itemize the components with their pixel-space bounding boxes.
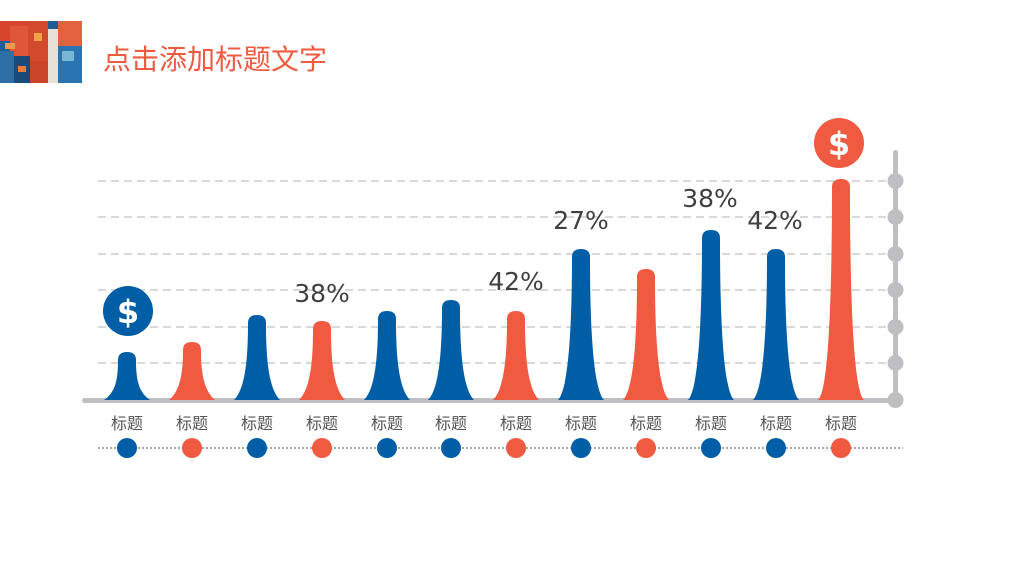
data-label: 42%: [488, 267, 544, 296]
category-label: 标题: [305, 414, 338, 433]
bar-1: [104, 352, 150, 400]
bar-6: [428, 300, 474, 400]
category-label: 标题: [175, 414, 208, 433]
bar-4: [299, 321, 345, 400]
page-title: 点击添加标题文字: [103, 43, 328, 76]
bar-12: [818, 179, 864, 400]
svg-text:$: $: [828, 125, 850, 163]
bar-7: [493, 311, 539, 400]
category-label: 标题: [110, 414, 143, 433]
category-label: 标题: [499, 414, 532, 433]
category-label: 标题: [370, 414, 403, 433]
svg-text:$: $: [117, 293, 139, 331]
header-thumbnail-image: [0, 21, 82, 83]
data-label: 42%: [747, 206, 803, 235]
bar-10: [688, 230, 734, 400]
bar-5: [364, 311, 410, 400]
bar-8: [558, 249, 604, 400]
category-label: 标题: [240, 414, 273, 433]
bar-9: [623, 269, 669, 400]
data-label: 38%: [294, 279, 350, 308]
right-axis: [887, 150, 904, 408]
bar-2: [169, 342, 215, 400]
category-label: 标题: [564, 414, 597, 433]
bar-3: [234, 315, 280, 400]
category-label: 标题: [824, 414, 857, 433]
data-label: 38%: [682, 184, 738, 213]
category-label: 标题: [759, 414, 792, 433]
bar-11: [753, 249, 799, 400]
markers: [117, 438, 851, 458]
bars: [104, 179, 864, 400]
gridlines: [98, 180, 893, 364]
dollar-icon: $: [103, 286, 153, 336]
category-label: 标题: [434, 414, 467, 433]
category-label: 标题: [694, 414, 727, 433]
dollar-icon: $: [814, 118, 864, 168]
data-label: 27%: [553, 206, 609, 235]
category-label: 标题: [629, 414, 662, 433]
